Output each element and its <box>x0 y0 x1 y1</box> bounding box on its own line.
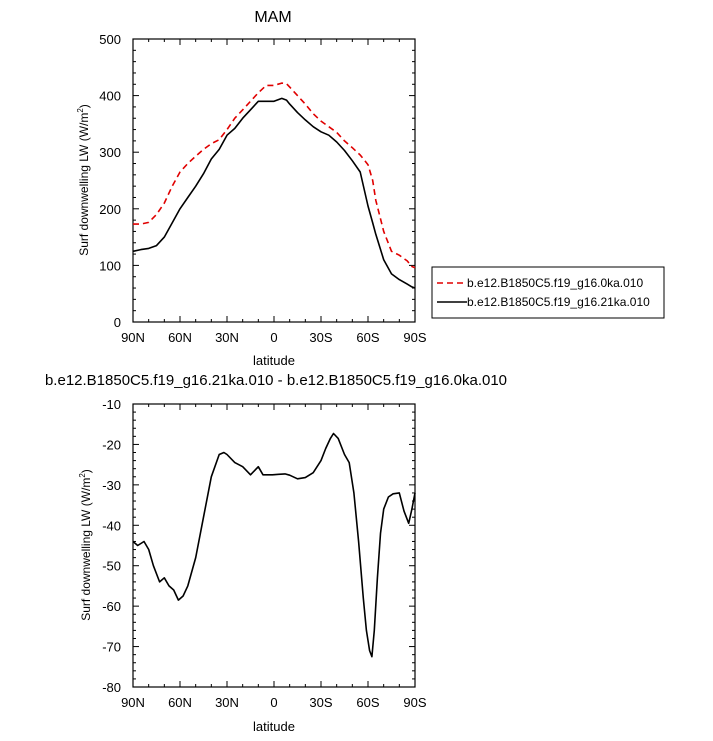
bottom-y-tick-label: -50 <box>102 559 121 574</box>
bottom-series-lines <box>132 432 416 658</box>
top-y-tick-label: 0 <box>114 315 121 330</box>
top-x-tick-label: 90S <box>403 330 426 345</box>
bottom-x-tick-label: 0 <box>270 695 277 710</box>
top-y-axis-label-sup: 2 <box>76 108 85 113</box>
top-x-tick-label: 60S <box>356 330 379 345</box>
bottom-series-line-0 <box>132 432 416 658</box>
top-axis-ticks <box>132 38 416 323</box>
bottom-y-axis-label: Surf downwelling LW (W/m2) <box>78 469 93 621</box>
bottom-axis-ticks <box>132 403 416 688</box>
bottom-tick-labels: 90N 60N 30N 0 30S 60S 90S -10 -20 -30 -40 -50 -60 -70… <box>102 397 427 710</box>
top-x-tick-label: 0 <box>270 330 277 345</box>
legend-label-21ka: b.e12.B1850C5.f19_g16.21ka.010 <box>467 295 650 309</box>
bottom-x-tick-label: 60N <box>168 695 192 710</box>
top-y-axis-label-main: Surf downwelling LW (W/m <box>77 113 91 256</box>
top-y-axis-label-tail: ) <box>77 104 91 108</box>
top-y-axis-label: Surf downwelling LW (W/m2) <box>76 104 91 256</box>
top-y-tick-label: 300 <box>99 145 121 160</box>
top-x-tick-label: 30N <box>215 330 239 345</box>
top-x-tick-label: 60N <box>168 330 192 345</box>
bottom-x-tick-label: 90S <box>403 695 426 710</box>
bottom-y-tick-label: -10 <box>102 397 121 412</box>
bottom-y-tick-label: -30 <box>102 478 121 493</box>
top-chart-title: MAM <box>254 9 291 26</box>
legend-label-0ka: b.e12.B1850C5.f19_g16.0ka.010 <box>467 276 643 290</box>
bottom-x-tick-label: 30S <box>309 695 332 710</box>
bottom-chart-title: b.e12.B1850C5.f19_g16.21ka.010 - b.e12.B… <box>45 372 507 389</box>
top-y-tick-label: 100 <box>99 258 121 273</box>
bottom-x-tick-label: 30N <box>215 695 239 710</box>
top-series-line-0 <box>133 82 416 269</box>
top-panel: MAM 90N 60N 30N 0 30S 60S 90S0100200300400500 … <box>76 9 665 368</box>
bottom-y-tick-label: -80 <box>102 680 121 695</box>
bottom-y-axis-label-sup: 2 <box>78 473 87 478</box>
top-x-tick-label: 30S <box>309 330 332 345</box>
bottom-y-tick-label: -40 <box>102 518 121 533</box>
bottom-y-tick-label: -60 <box>102 599 121 614</box>
legend-box <box>431 266 665 319</box>
bottom-y-tick-label: -70 <box>102 640 121 655</box>
bottom-x-tick-label: 60S <box>356 695 379 710</box>
top-y-tick-label: 200 <box>99 202 121 217</box>
legend: b.e12.B1850C5.f19_g16.0ka.010 b.e12.B185… <box>431 266 665 319</box>
top-tick-labels: 90N 60N 30N 0 30S 60S 90S 0 100 200 300 400 500 <box>99 32 427 345</box>
top-series-lines <box>132 82 416 289</box>
bottom-x-tick-label: 90N <box>121 695 145 710</box>
bottom-panel: b.e12.B1850C5.f19_g16.21ka.010 - b.e12.B… <box>45 372 507 734</box>
top-x-tick-label: 90N <box>121 330 145 345</box>
bottom-y-axis-label-main: Surf downwelling LW (W/m <box>79 478 93 621</box>
bottom-y-tick-label: -20 <box>102 437 121 452</box>
bottom-x-axis-label: latitude <box>253 719 295 734</box>
top-x-axis-label: latitude <box>253 353 295 368</box>
top-y-tick-label: 400 <box>99 89 121 104</box>
bottom-y-axis-label-tail: ) <box>79 469 93 473</box>
top-y-tick-label: 500 <box>99 32 121 47</box>
top-series-line-1 <box>132 97 416 289</box>
